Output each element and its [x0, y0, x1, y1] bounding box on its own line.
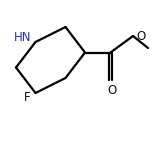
Text: O: O — [137, 30, 146, 42]
Text: F: F — [24, 91, 31, 104]
Text: HN: HN — [13, 31, 31, 44]
Text: O: O — [107, 84, 117, 97]
